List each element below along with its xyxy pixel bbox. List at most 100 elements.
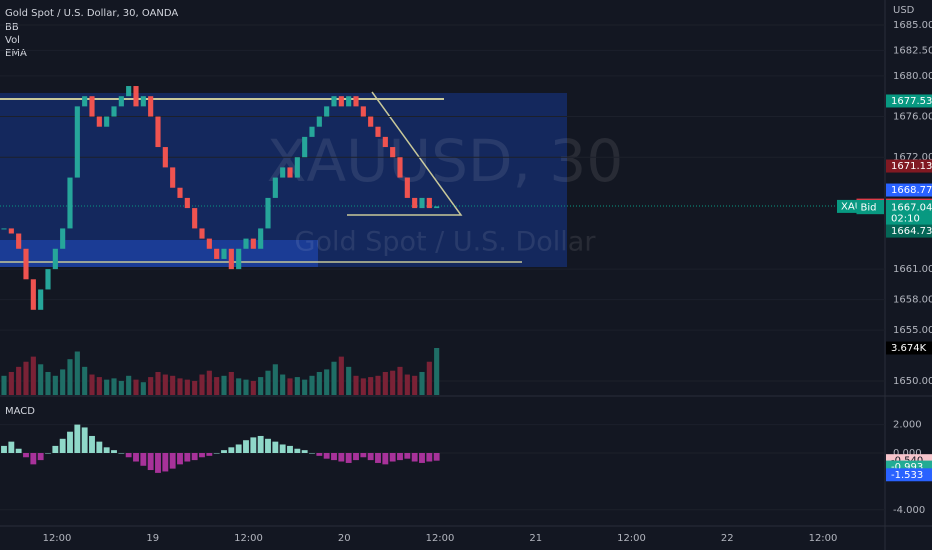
macd-histogram-bar	[15, 448, 22, 453]
candle	[52, 248, 58, 270]
price-tag	[886, 94, 932, 108]
candle	[206, 238, 212, 249]
volume-bar	[280, 374, 286, 395]
candle	[397, 157, 403, 178]
price-tag-label: 1667.040	[891, 203, 932, 214]
volume-bar	[148, 377, 154, 395]
volume-bar	[375, 375, 381, 395]
macd-histogram-bar	[433, 453, 440, 461]
time-tick-label: 12:00	[234, 533, 263, 544]
macd-histogram-bar	[316, 453, 323, 456]
volume-bar	[118, 380, 124, 395]
macd-histogram-bar	[375, 453, 381, 463]
price-tag	[886, 341, 932, 355]
candle	[250, 238, 256, 249]
price-tag	[886, 468, 932, 482]
macd-histogram-bar	[419, 453, 425, 463]
volume-bar	[199, 374, 205, 395]
candle	[1, 228, 7, 230]
indicator-label[interactable]: EMA	[5, 48, 27, 59]
candle	[324, 106, 330, 117]
macd-histogram-bar	[184, 453, 191, 462]
volume-bar	[331, 361, 337, 395]
macd-histogram-bar	[81, 427, 88, 453]
macd-histogram-bar	[147, 453, 154, 471]
volume-bar	[324, 369, 330, 395]
macd-histogram-bar	[235, 444, 242, 453]
candle	[126, 86, 132, 97]
rectangle-drawing	[0, 240, 318, 267]
candle	[272, 177, 278, 198]
macd-tick-label: -4.000	[893, 505, 925, 516]
volume-bar	[192, 380, 198, 395]
macd-histogram-bar	[265, 438, 271, 453]
volume-bar	[419, 371, 425, 395]
candle	[60, 228, 66, 249]
macd-histogram-bar	[353, 453, 359, 461]
macd-histogram-bar	[228, 447, 235, 453]
candle	[360, 106, 366, 117]
time-tick-label: 12:00	[426, 533, 455, 544]
macd-histogram-bar	[45, 453, 51, 454]
price-tag-label: 1668.775	[891, 185, 932, 196]
volume-bar	[316, 371, 322, 395]
price-tick-label: 1655.000	[893, 325, 932, 336]
macd-histogram-bar	[426, 453, 433, 462]
candle	[346, 96, 352, 107]
candle	[170, 167, 176, 188]
volume-bar	[184, 379, 190, 395]
time-tick-label: 20	[338, 533, 351, 544]
time-tick-label: 12:00	[43, 533, 72, 544]
macd-histogram-bar	[177, 453, 183, 465]
candle	[287, 167, 293, 178]
price-tag-label: 3.674K	[891, 343, 927, 354]
indicator-label[interactable]: MACD	[5, 406, 35, 417]
macd-histogram-bar	[323, 453, 330, 459]
volume-bar	[162, 374, 168, 395]
volume-bar	[206, 370, 212, 395]
candle	[331, 96, 337, 107]
candle	[118, 96, 124, 107]
volume-bar	[434, 348, 440, 395]
macd-histogram-bar	[397, 453, 403, 461]
macd-histogram-bar	[37, 453, 44, 461]
macd-histogram-bar	[301, 450, 308, 453]
macd-histogram-bar	[103, 447, 110, 453]
volume-bar	[368, 377, 374, 395]
macd-histogram-bar	[404, 453, 411, 459]
candle	[214, 248, 220, 259]
volume-bar	[404, 374, 410, 395]
candle	[375, 126, 381, 137]
volume-bar	[390, 370, 396, 395]
candle	[111, 106, 117, 117]
volume-bar	[272, 364, 278, 395]
volume-bar	[294, 377, 300, 395]
candle	[140, 96, 146, 107]
candle	[67, 177, 73, 229]
triangle-drawing	[347, 91, 463, 216]
candle	[74, 106, 80, 178]
macd-histogram-bar	[338, 453, 345, 462]
indicator-label[interactable]: BB	[5, 22, 19, 33]
symbol-title[interactable]: Gold Spot / U.S. Dollar, 30, OANDA	[5, 8, 178, 19]
watermark-name: Gold Spot / U.S. Dollar	[295, 227, 597, 258]
candle	[89, 96, 95, 117]
candle	[258, 228, 264, 249]
macd-histogram-bar	[206, 453, 213, 456]
volume-bar	[74, 351, 80, 395]
volume-bar	[412, 375, 418, 395]
indicator-label[interactable]: Vol	[5, 35, 20, 46]
time-tick-label: 12:00	[809, 533, 838, 544]
candle	[412, 197, 418, 209]
candle	[404, 177, 410, 198]
macd-histogram-bar	[221, 450, 227, 453]
countdown-label: 02:10	[891, 213, 920, 224]
volume-bar	[126, 375, 132, 395]
macd-tick-label: 2.000	[893, 420, 922, 431]
candle	[382, 136, 388, 148]
macd-histogram-bar	[133, 453, 139, 462]
candle	[16, 233, 22, 249]
candle	[228, 248, 234, 270]
candle	[8, 228, 14, 234]
